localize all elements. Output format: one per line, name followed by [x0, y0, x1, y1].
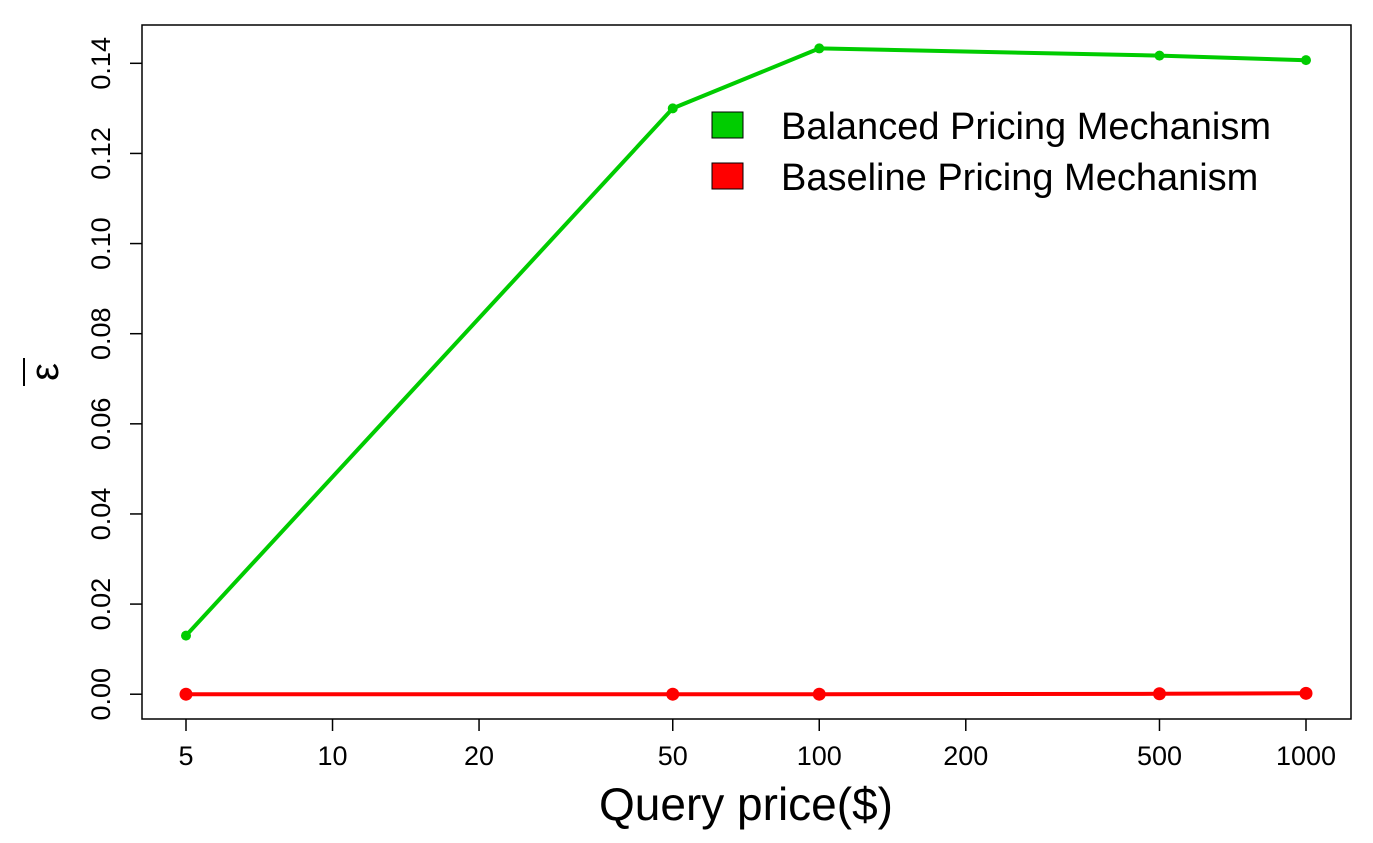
y-tick-label: 0.12: [86, 127, 116, 180]
x-tick-label: 200: [943, 741, 988, 771]
legend-label-baseline: Baseline Pricing Mechanism: [781, 157, 1258, 199]
data-point: [179, 687, 193, 701]
y-tick-label: 0.00: [86, 668, 116, 721]
y-axis: 0.00 0.02 0.04 0.06 0.08 0.10 0.12 0.14: [86, 37, 142, 720]
data-point: [1154, 50, 1165, 61]
data-point: [1152, 687, 1166, 701]
y-axis-title: ε: [23, 358, 67, 386]
y-tick-label: 0.10: [86, 217, 116, 270]
x-tick-label: 100: [797, 741, 842, 771]
series-line: [186, 691, 1307, 697]
svg-text:ε: ε: [23, 363, 67, 381]
plot-frame: [141, 24, 1352, 720]
data-point: [181, 630, 191, 641]
y-tick-label: 0.02: [86, 578, 116, 631]
x-tick-label: 1000: [1276, 741, 1336, 771]
data-point: [1301, 55, 1311, 66]
y-tick-label: 0.14: [86, 37, 116, 90]
data-point: [666, 687, 680, 701]
legend-label-balanced: Balanced Pricing Mechanism: [781, 106, 1271, 148]
legend-swatch-balanced: [711, 111, 744, 139]
y-tick-label: 0.08: [86, 307, 116, 360]
x-tick-label: 10: [317, 741, 347, 771]
series-layer: [179, 43, 1313, 701]
data-point: [814, 43, 825, 54]
y-tick-label: 0.06: [86, 398, 116, 451]
x-axis: 5 10 20 50 100 200 500 1000: [178, 719, 1336, 771]
series-2: [179, 686, 1313, 701]
x-tick-label: 50: [658, 741, 688, 771]
x-axis-title: Query price($): [599, 778, 893, 830]
legend-swatch-baseline: [711, 162, 744, 190]
series-1: [181, 43, 1311, 641]
data-point: [667, 103, 678, 114]
x-tick-label: 500: [1137, 741, 1182, 771]
data-point: [1299, 686, 1313, 700]
x-tick-label: 20: [464, 741, 494, 771]
x-tick-label: 5: [178, 741, 193, 771]
legend: Balanced Pricing Mechanism Baseline Pric…: [711, 106, 1271, 199]
data-point: [812, 687, 826, 701]
y-tick-label: 0.04: [86, 488, 116, 541]
